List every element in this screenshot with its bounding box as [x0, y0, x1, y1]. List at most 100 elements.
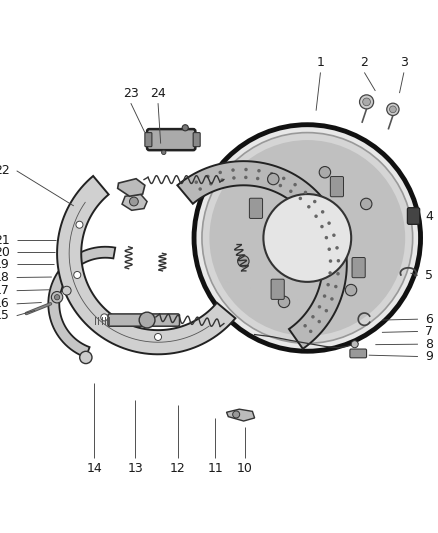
- Circle shape: [324, 236, 327, 239]
- Circle shape: [62, 286, 71, 295]
- Circle shape: [327, 247, 330, 251]
- FancyBboxPatch shape: [270, 279, 283, 300]
- Text: 11: 11: [207, 462, 223, 475]
- Polygon shape: [122, 194, 147, 211]
- FancyBboxPatch shape: [349, 349, 366, 358]
- Circle shape: [76, 221, 83, 228]
- Polygon shape: [117, 179, 145, 196]
- Circle shape: [278, 296, 289, 308]
- Circle shape: [80, 351, 92, 364]
- Circle shape: [129, 197, 138, 206]
- Text: 20: 20: [0, 246, 10, 259]
- Circle shape: [255, 177, 259, 180]
- Circle shape: [332, 233, 335, 237]
- Circle shape: [54, 295, 60, 300]
- FancyBboxPatch shape: [406, 208, 419, 224]
- Circle shape: [327, 221, 330, 225]
- Circle shape: [314, 214, 317, 218]
- Circle shape: [329, 297, 333, 301]
- Text: 19: 19: [0, 258, 10, 271]
- Text: 22: 22: [0, 164, 10, 177]
- Circle shape: [345, 285, 356, 296]
- Text: 14: 14: [86, 462, 102, 475]
- Circle shape: [206, 175, 209, 178]
- Circle shape: [298, 197, 301, 200]
- Circle shape: [101, 314, 108, 321]
- Circle shape: [325, 283, 329, 286]
- Text: 9: 9: [424, 350, 432, 363]
- Text: 18: 18: [0, 271, 10, 284]
- Circle shape: [336, 259, 339, 263]
- Circle shape: [360, 198, 371, 209]
- Circle shape: [303, 191, 307, 194]
- Circle shape: [350, 341, 357, 348]
- Circle shape: [311, 315, 314, 319]
- Circle shape: [333, 285, 337, 288]
- Circle shape: [278, 184, 282, 187]
- Circle shape: [139, 312, 155, 328]
- Polygon shape: [57, 176, 235, 354]
- Circle shape: [269, 172, 273, 175]
- Circle shape: [303, 324, 306, 327]
- Polygon shape: [226, 409, 254, 421]
- Circle shape: [267, 173, 278, 185]
- Circle shape: [324, 309, 327, 312]
- Circle shape: [244, 176, 247, 179]
- Circle shape: [220, 179, 223, 182]
- Circle shape: [231, 168, 234, 172]
- Circle shape: [362, 98, 370, 106]
- Circle shape: [194, 125, 420, 351]
- Circle shape: [288, 190, 292, 193]
- Circle shape: [335, 246, 338, 249]
- Circle shape: [74, 271, 81, 278]
- Polygon shape: [177, 161, 346, 349]
- FancyBboxPatch shape: [249, 198, 262, 219]
- Circle shape: [306, 205, 310, 208]
- Circle shape: [320, 210, 324, 214]
- FancyBboxPatch shape: [329, 176, 343, 197]
- Circle shape: [322, 294, 325, 298]
- Text: 2: 2: [360, 56, 367, 69]
- Circle shape: [218, 171, 222, 174]
- Circle shape: [317, 305, 321, 309]
- Circle shape: [244, 168, 247, 171]
- Text: 1: 1: [316, 56, 324, 69]
- Circle shape: [328, 271, 331, 274]
- Circle shape: [209, 140, 404, 336]
- FancyBboxPatch shape: [147, 129, 195, 150]
- Text: 10: 10: [237, 462, 252, 475]
- Text: 23: 23: [123, 87, 138, 100]
- Circle shape: [237, 255, 248, 267]
- Circle shape: [308, 329, 312, 333]
- Circle shape: [312, 200, 316, 203]
- Circle shape: [281, 176, 285, 180]
- FancyBboxPatch shape: [145, 133, 152, 147]
- Polygon shape: [48, 247, 115, 358]
- Text: 4: 4: [424, 209, 432, 222]
- Circle shape: [257, 169, 260, 173]
- Text: 5: 5: [424, 269, 432, 282]
- Text: 21: 21: [0, 233, 10, 247]
- Circle shape: [267, 180, 270, 183]
- Circle shape: [154, 334, 161, 341]
- Circle shape: [161, 150, 166, 155]
- FancyBboxPatch shape: [193, 133, 200, 147]
- Circle shape: [359, 95, 373, 109]
- Circle shape: [182, 125, 188, 131]
- Circle shape: [386, 103, 398, 116]
- Circle shape: [232, 176, 235, 180]
- Text: 15: 15: [0, 309, 10, 322]
- Text: 3: 3: [399, 56, 407, 69]
- Text: 24: 24: [150, 87, 166, 100]
- Text: 12: 12: [170, 462, 185, 475]
- Circle shape: [208, 182, 212, 185]
- Text: 13: 13: [127, 462, 143, 475]
- FancyBboxPatch shape: [108, 314, 179, 326]
- Text: 8: 8: [424, 338, 432, 351]
- Text: 7: 7: [424, 325, 432, 338]
- Text: 6: 6: [424, 313, 432, 326]
- Circle shape: [194, 181, 198, 184]
- Text: 17: 17: [0, 284, 10, 297]
- Circle shape: [319, 225, 323, 228]
- Text: 16: 16: [0, 297, 10, 310]
